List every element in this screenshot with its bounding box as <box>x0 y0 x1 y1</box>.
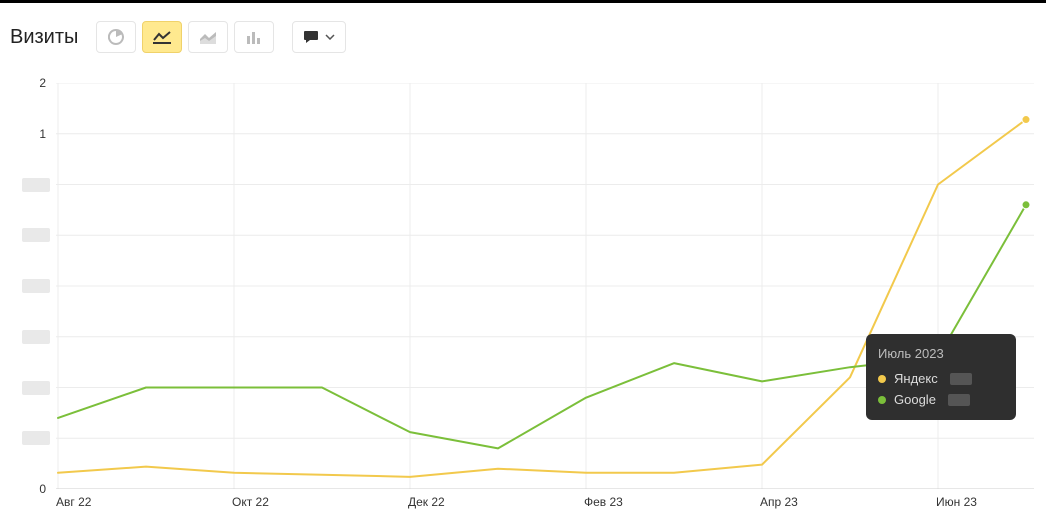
page-title: Визиты <box>10 26 78 49</box>
chart-type-area-button[interactable] <box>188 21 228 53</box>
tooltip-series-label: Яндекс <box>894 369 938 390</box>
line-chart-icon <box>153 30 171 44</box>
y-axis-tick-label: 2 <box>39 76 52 90</box>
area-chart-icon <box>200 30 216 44</box>
y-axis-tick-blurred <box>22 228 50 242</box>
tooltip-series-label: Google <box>894 390 936 411</box>
x-axis-tick-label: Авг 22 <box>56 495 91 509</box>
x-axis-tick-label: Июн 23 <box>936 495 977 509</box>
chart-type-line-button[interactable] <box>142 21 182 53</box>
x-axis-tick-label: Дек 22 <box>408 495 445 509</box>
tooltip-row: Google <box>878 390 986 411</box>
x-axis-tick-label: Окт 22 <box>232 495 269 509</box>
y-axis-tick-blurred <box>22 178 50 192</box>
y-axis-tick-blurred <box>22 381 50 395</box>
y-axis-tick-label: 0 <box>39 482 52 496</box>
x-axis-tick-label: Фев 23 <box>584 495 623 509</box>
y-axis-tick-blurred <box>22 431 50 445</box>
tooltip-value-blurred <box>948 394 970 406</box>
line-chart[interactable] <box>56 83 1034 489</box>
chart-type-segmented <box>96 21 274 53</box>
toolbar: Визиты <box>0 3 1046 59</box>
pie-icon <box>108 29 124 45</box>
tooltip-series-dot <box>878 396 886 404</box>
tooltip-title: Июль 2023 <box>878 344 986 365</box>
chevron-down-icon <box>325 34 335 40</box>
tooltip-row: Яндекс <box>878 369 986 390</box>
y-axis-tick-label: 1 <box>39 127 52 141</box>
x-axis-tick-label: Апр 23 <box>760 495 798 509</box>
tooltip-value-blurred <box>950 373 972 385</box>
y-axis-tick-blurred <box>22 330 50 344</box>
bar-chart-icon <box>246 30 262 44</box>
y-axis-tick-blurred <box>22 279 50 293</box>
chart-type-pie-button[interactable] <box>96 21 136 53</box>
comment-icon <box>303 29 319 45</box>
chart-tooltip: Июль 2023 ЯндексGoogle <box>866 334 1016 420</box>
tooltip-series-dot <box>878 375 886 383</box>
comments-dropdown-button[interactable] <box>292 21 346 53</box>
chart-type-bar-button[interactable] <box>234 21 274 53</box>
chart-area: 0 1 2 Авг 22 Окт 22 Дек 22 Фев 23 Апр 23 Июн 23… <box>0 69 1046 529</box>
